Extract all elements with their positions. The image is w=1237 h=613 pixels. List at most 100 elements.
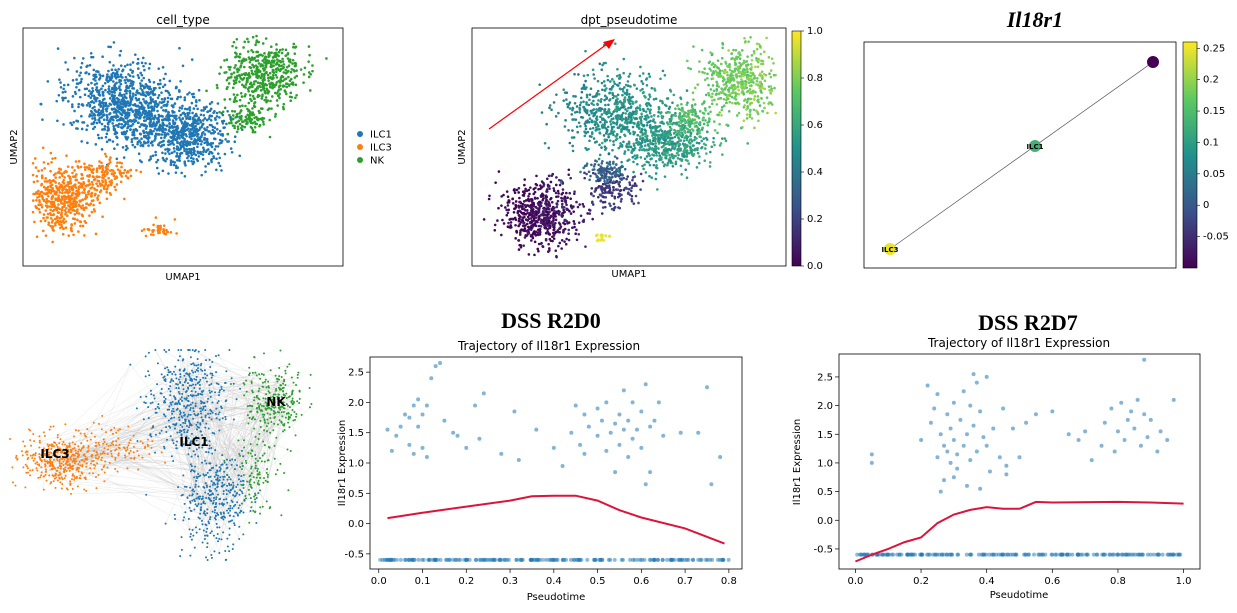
pseudotime-cell-point xyxy=(507,221,510,225)
pseudotime-cell-point xyxy=(567,232,570,235)
pseudotime-cell-point xyxy=(725,64,729,68)
umap-cell-point xyxy=(195,127,198,131)
umap-cell-point xyxy=(279,88,283,91)
umap-cell-point xyxy=(154,135,157,138)
pseudotime-cell-point xyxy=(629,105,633,108)
umap-cell-point xyxy=(36,196,39,199)
umap-cell-point xyxy=(181,104,184,108)
umap-cell-point xyxy=(116,161,119,165)
umap-cell-point xyxy=(192,139,196,143)
umap-cell-point xyxy=(248,65,252,69)
pseudotime-cell-point xyxy=(714,93,718,96)
pseudotime-cell-point xyxy=(672,156,675,160)
umap-cell-point xyxy=(61,188,64,192)
umap-cell-point xyxy=(116,123,120,127)
umap-cell-point xyxy=(246,50,250,53)
umap-cell-point xyxy=(37,169,40,173)
umap-cell-point xyxy=(311,64,314,67)
pseudotime-cell-point xyxy=(637,126,641,129)
umap-cell-point xyxy=(196,119,199,123)
umap-cell-point xyxy=(280,64,283,68)
pseudotime-cell-point xyxy=(654,142,658,145)
pseudotime-cell-point xyxy=(640,141,643,145)
umap-cell-point xyxy=(233,140,237,144)
pseudotime-cell-point xyxy=(618,206,622,210)
umap-cell-point xyxy=(137,76,141,80)
pseudotime-cell-point xyxy=(527,195,530,198)
pseudotime-cell-point xyxy=(597,195,600,199)
pseudotime-cell-point xyxy=(757,119,760,123)
umap-cell-point xyxy=(222,126,225,130)
umap-cell-point xyxy=(47,221,51,224)
pseudotime-cell-point xyxy=(732,79,736,82)
umap-cell-point xyxy=(167,132,170,136)
umap-cell-point xyxy=(184,114,187,118)
pseudotime-cell-point xyxy=(546,250,550,253)
umap-cell-point xyxy=(46,185,50,189)
pseudotime-cell-point xyxy=(554,249,558,253)
umap-cell-point xyxy=(57,93,61,97)
umap-cell-point xyxy=(110,99,114,102)
umap-cell-point xyxy=(257,40,261,44)
pseudotime-cell-point xyxy=(580,115,583,119)
umap-cell-point xyxy=(223,98,227,101)
umap-cell-point xyxy=(289,77,293,81)
umap-cell-point xyxy=(45,201,48,204)
umap-cell-point xyxy=(62,227,65,230)
pseudotime-cell-point xyxy=(610,125,614,129)
pseudotime-cell-point xyxy=(552,237,556,240)
umap-cell-point xyxy=(241,104,244,107)
umap-cell-point xyxy=(154,150,157,154)
pseudotime-cell-point xyxy=(633,146,637,150)
umap-cell-point xyxy=(119,101,122,104)
pseudotime-cell-point xyxy=(567,168,571,172)
umap-cell-point xyxy=(62,83,66,87)
pseudotime-cell-point xyxy=(493,228,497,232)
umap-cell-point xyxy=(114,130,117,133)
umap-cell-point xyxy=(144,110,148,113)
umap-cell-point xyxy=(156,117,159,121)
umap-cell-point xyxy=(94,79,97,82)
umap-cell-point xyxy=(75,194,78,198)
pseudotime-cell-point xyxy=(553,209,556,213)
umap-cell-point xyxy=(232,93,236,96)
umap-cell-point xyxy=(114,188,118,192)
umap-cell-point xyxy=(240,61,243,65)
pseudotime-cell-point xyxy=(568,107,572,110)
pseudotime-cell-point xyxy=(626,159,629,162)
pseudotime-cell-point xyxy=(765,36,768,40)
umap-cell-point xyxy=(283,84,286,88)
umap-cell-point xyxy=(278,48,282,52)
pseudotime-cell-point xyxy=(691,91,695,94)
umap-cell-point xyxy=(119,180,123,184)
pseudotime-cell-point xyxy=(718,144,722,147)
pseudotime-cell-point xyxy=(635,87,639,90)
umap-cell-point xyxy=(175,152,179,155)
pseudotime-cell-point xyxy=(645,148,649,152)
umap-cell-point xyxy=(149,87,153,91)
pseudotime-cell-point xyxy=(567,129,570,132)
pseudotime-cell-point xyxy=(634,112,637,115)
umap-cell-point xyxy=(289,99,292,102)
umap-cell-point xyxy=(226,110,229,113)
pseudotime-cell-point xyxy=(543,141,547,145)
umap-cell-point xyxy=(287,75,290,79)
umap-cell-point xyxy=(123,197,126,201)
pseudotime-cell-point xyxy=(622,57,626,61)
umap-cell-point xyxy=(80,140,83,143)
umap-cell-point xyxy=(59,216,63,219)
umap-cell-point xyxy=(129,168,133,172)
umap-cell-point xyxy=(190,153,194,157)
umap-cell-point xyxy=(122,156,126,159)
umap-cell-point xyxy=(139,141,142,144)
pseudotime-cell-point xyxy=(552,101,556,104)
umap-cell-point xyxy=(285,82,289,86)
umap-cell-point xyxy=(191,111,194,115)
umap-cell-point xyxy=(149,141,153,145)
umap-cell-point xyxy=(65,170,68,174)
pseudotime-cell-point xyxy=(557,178,561,182)
umap-cell-point xyxy=(264,37,268,40)
pseudotime-cell-point xyxy=(608,186,611,189)
umap-cell-point xyxy=(196,142,200,146)
pseudotime-cell-point xyxy=(655,134,659,137)
